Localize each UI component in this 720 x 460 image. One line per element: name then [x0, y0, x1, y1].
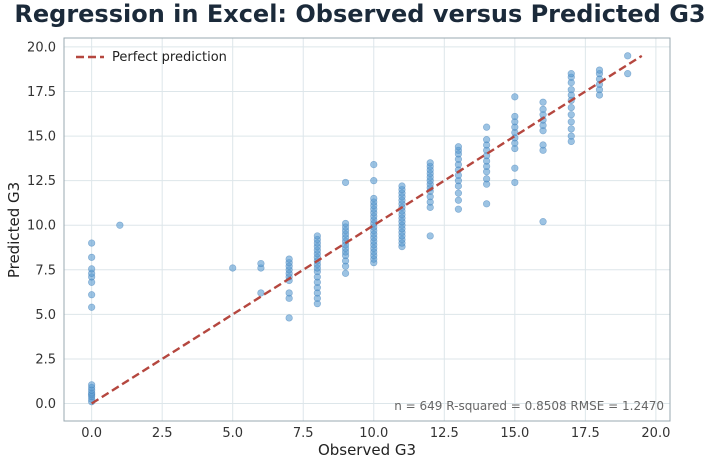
data-point: [567, 111, 575, 119]
data-point: [511, 178, 519, 187]
x-tick-label: 10.0: [359, 426, 388, 441]
x-axis-ticks: 0.0 2.5 5.0 7.5 10.0 12.5 15.0 17.5 20.0: [81, 426, 670, 441]
x-tick-label: 0.0: [81, 426, 102, 441]
data-point: [483, 123, 491, 131]
data-point: [567, 86, 575, 94]
y-tick-label: 7.5: [35, 263, 56, 278]
data-point: [341, 219, 350, 228]
data-point: [88, 303, 96, 311]
x-tick-label: 12.5: [430, 426, 459, 441]
x-tick-label: 2.5: [152, 426, 173, 441]
chart-title: Regression in Excel: Observed versus Pre…: [14, 0, 705, 28]
data-point: [257, 259, 265, 268]
data-point: [454, 196, 463, 204]
data-point: [454, 189, 463, 197]
data-point: [511, 112, 519, 121]
data-point: [595, 66, 604, 74]
data-point: [341, 269, 350, 277]
data-point: [257, 289, 265, 297]
data-point: [567, 132, 575, 140]
legend-label-perfect-prediction: Perfect prediction: [112, 50, 227, 65]
data-point: [370, 160, 378, 169]
grid-lines: [64, 38, 670, 421]
legend: Perfect prediction: [76, 50, 227, 65]
perfect-prediction-line: [91, 54, 643, 405]
data-point: [370, 194, 378, 203]
y-tick-label: 2.5: [35, 352, 56, 367]
data-point: [426, 159, 434, 167]
plot-frame: [63, 37, 671, 422]
data-point: [483, 136, 491, 144]
data-point: [313, 232, 321, 240]
data-point: [116, 221, 124, 229]
data-point: [285, 314, 293, 322]
data-point: [511, 164, 519, 172]
y-axis-label: Predicted G3: [5, 182, 23, 278]
data-point: [426, 232, 434, 240]
y-tick-label: 17.5: [27, 85, 56, 100]
data-point: [88, 253, 96, 261]
data-points: [88, 52, 632, 406]
data-point: [454, 143, 463, 151]
data-point: [370, 177, 378, 185]
y-tick-label: 12.5: [27, 174, 56, 189]
data-point: [483, 175, 491, 183]
data-point: [88, 239, 96, 247]
data-point: [567, 70, 575, 78]
y-tick-label: 20.0: [27, 40, 56, 55]
y-tick-label: 15.0: [27, 130, 56, 145]
data-point: [285, 289, 293, 297]
x-tick-label: 5.0: [222, 426, 243, 441]
data-point: [483, 200, 491, 208]
data-point: [567, 125, 575, 133]
data-point: [398, 182, 406, 190]
data-point: [624, 70, 632, 78]
data-point: [229, 264, 237, 272]
data-point: [624, 52, 632, 60]
stats-annotation: n = 649 R-squared = 0.8508 RMSE = 1.2470: [394, 399, 664, 413]
x-tick-label: 20.0: [641, 426, 670, 441]
x-tick-label: 7.5: [293, 426, 314, 441]
data-point: [88, 265, 96, 273]
data-point: [88, 381, 96, 389]
data-point: [88, 291, 96, 299]
x-axis-label: Observed G3: [318, 441, 416, 459]
data-point: [285, 255, 293, 263]
data-point: [567, 103, 575, 112]
x-tick-label: 17.5: [571, 426, 600, 441]
data-point: [539, 98, 547, 106]
x-tick-label: 15.0: [500, 426, 529, 441]
data-point: [454, 205, 463, 213]
data-point: [539, 218, 547, 226]
data-point: [511, 93, 519, 101]
data-point: [341, 178, 350, 187]
y-axis-ticks: 0.0 2.5 5.0 7.5 10.0 12.5 15.0 17.5 20.0: [27, 40, 56, 412]
y-tick-label: 10.0: [27, 219, 56, 234]
y-tick-label: 0.0: [35, 397, 56, 412]
data-point: [567, 118, 575, 126]
data-point: [539, 141, 547, 149]
y-tick-label: 5.0: [35, 308, 56, 323]
data-point: [539, 105, 547, 113]
